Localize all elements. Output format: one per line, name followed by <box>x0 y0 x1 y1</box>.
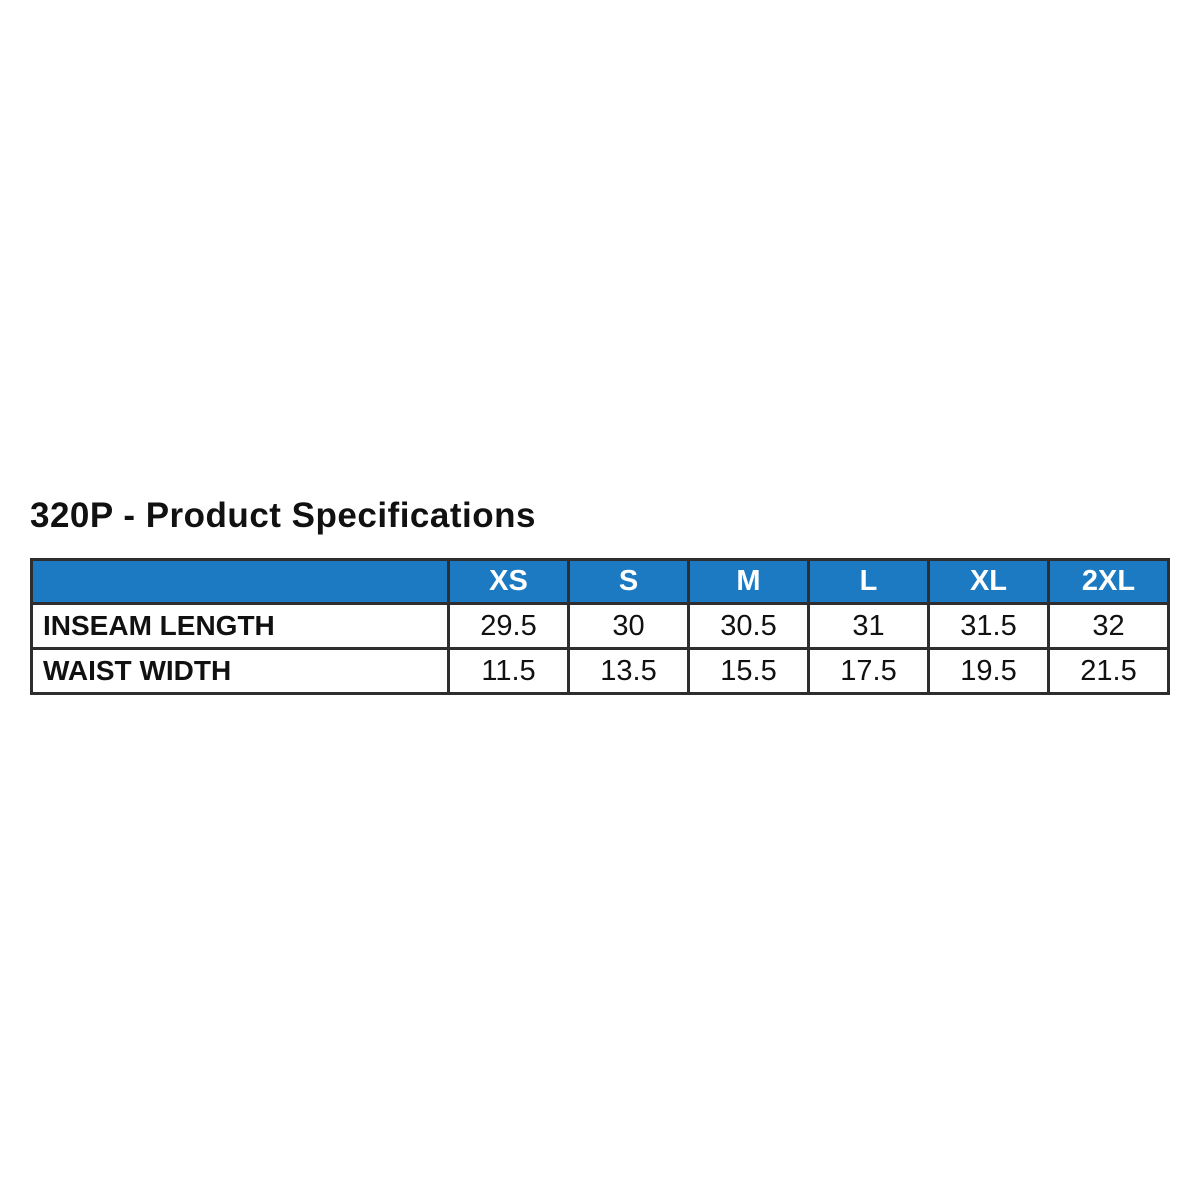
waist-width-l: 17.5 <box>807 647 930 695</box>
inseam-length-2xl: 32 <box>1047 602 1170 650</box>
header-spacer-cell <box>30 558 450 605</box>
waist-width-s: 13.5 <box>567 647 690 695</box>
waist-width-xl: 19.5 <box>927 647 1050 695</box>
size-header-row: XS S M L XL 2XL <box>30 558 1170 605</box>
product-spec-table: XS S M L XL 2XL INSEAM LENGTH 29.5 30 30… <box>30 558 1170 695</box>
row-label-inseam-length: INSEAM LENGTH <box>30 602 450 650</box>
size-header-l: L <box>807 558 930 605</box>
size-header-xl: XL <box>927 558 1050 605</box>
table-row-waist-width: WAIST WIDTH 11.5 13.5 15.5 17.5 19.5 21.… <box>30 647 1170 695</box>
page-title: 320P - Product Specifications <box>30 496 536 535</box>
inseam-length-m: 30.5 <box>687 602 810 650</box>
size-header-2xl: 2XL <box>1047 558 1170 605</box>
inseam-length-s: 30 <box>567 602 690 650</box>
waist-width-m: 15.5 <box>687 647 810 695</box>
waist-width-xs: 11.5 <box>447 647 570 695</box>
inseam-length-l: 31 <box>807 602 930 650</box>
size-header-m: M <box>687 558 810 605</box>
row-label-waist-width: WAIST WIDTH <box>30 647 450 695</box>
inseam-length-xs: 29.5 <box>447 602 570 650</box>
table-row-inseam-length: INSEAM LENGTH 29.5 30 30.5 31 31.5 32 <box>30 602 1170 650</box>
inseam-length-xl: 31.5 <box>927 602 1050 650</box>
size-header-xs: XS <box>447 558 570 605</box>
size-header-s: S <box>567 558 690 605</box>
waist-width-2xl: 21.5 <box>1047 647 1170 695</box>
